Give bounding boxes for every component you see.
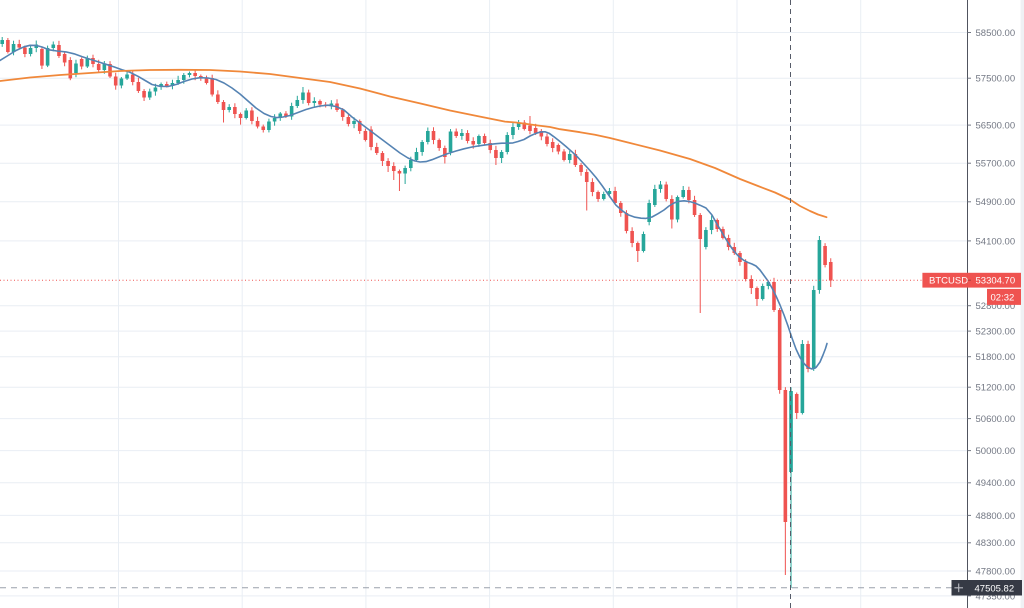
svg-text:47505.82: 47505.82 (975, 583, 1015, 594)
svg-text:53304.70: 53304.70 (976, 276, 1016, 287)
svg-text:54100.00: 54100.00 (976, 236, 1016, 247)
svg-text:47800.00: 47800.00 (976, 566, 1016, 577)
svg-text:58500.00: 58500.00 (976, 28, 1016, 39)
svg-text:48800.00: 48800.00 (976, 511, 1016, 522)
svg-text:51200.00: 51200.00 (976, 383, 1016, 394)
svg-text:52300.00: 52300.00 (976, 327, 1016, 338)
svg-text:BTCUSD: BTCUSD (929, 276, 968, 287)
svg-text:54900.00: 54900.00 (976, 197, 1016, 208)
svg-text:52800.00: 52800.00 (976, 301, 1016, 312)
svg-text:50600.00: 50600.00 (976, 414, 1016, 425)
svg-text:51800.00: 51800.00 (976, 352, 1016, 363)
svg-text:55700.00: 55700.00 (976, 159, 1016, 170)
svg-text:47350.00: 47350.00 (976, 591, 1016, 602)
svg-text:49400.00: 49400.00 (976, 478, 1016, 489)
svg-text:02:32: 02:32 (991, 292, 1015, 303)
svg-text:56500.00: 56500.00 (976, 121, 1016, 132)
svg-text:57500.00: 57500.00 (976, 74, 1016, 85)
svg-text:48300.00: 48300.00 (976, 538, 1016, 549)
svg-text:50000.00: 50000.00 (976, 446, 1016, 457)
